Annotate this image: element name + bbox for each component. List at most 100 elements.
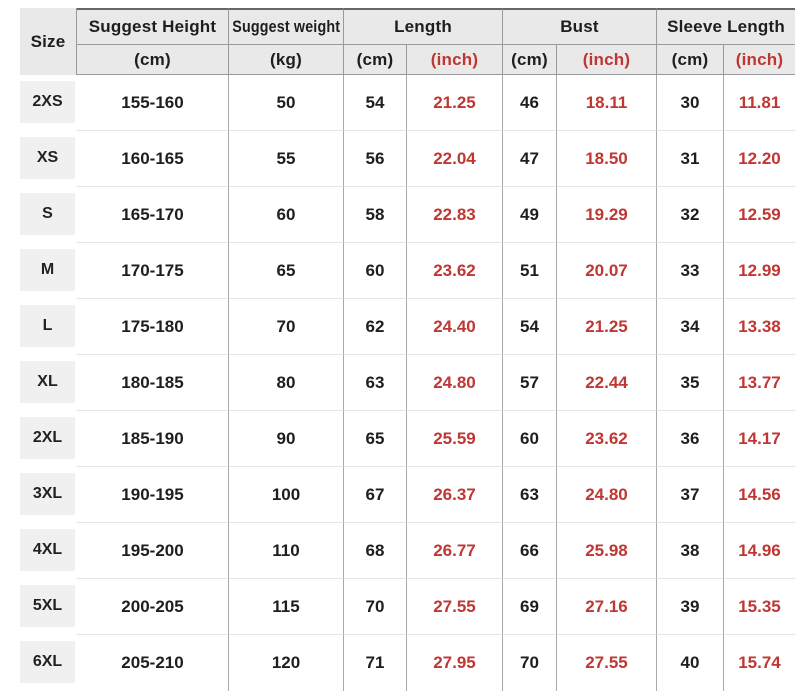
cell-length-inch: 27.95 xyxy=(407,635,503,691)
size-label-box: 3XL xyxy=(20,473,75,515)
cell-suggest-weight: 50 xyxy=(229,75,344,131)
column-header-bust: Bust xyxy=(503,8,657,45)
size-label-box: 4XL xyxy=(20,529,75,571)
cell-length-cm: 60 xyxy=(344,243,407,299)
cell-length-inch: 26.37 xyxy=(407,467,503,523)
cell-bust-inch: 23.62 xyxy=(557,411,657,467)
cell-bust-inch: 22.44 xyxy=(557,355,657,411)
cell-length-inch: 27.55 xyxy=(407,579,503,635)
cell-suggest-weight: 110 xyxy=(229,523,344,579)
unit-header-sleeve-cm: (cm) xyxy=(657,45,724,75)
cell-suggest-height: 200-205 xyxy=(77,579,229,635)
cell-length-inch: 25.59 xyxy=(407,411,503,467)
cell-bust-inch: 25.98 xyxy=(557,523,657,579)
cell-sleeve-inch: 14.96 xyxy=(724,523,795,579)
size-label-box: S xyxy=(20,193,75,235)
cell-length-cm: 68 xyxy=(344,523,407,579)
cell-bust-cm: 69 xyxy=(503,579,557,635)
size-label-box: 2XS xyxy=(20,81,75,123)
size-table: Size Suggest Height Suggest weight Lengt… xyxy=(20,8,795,691)
cell-bust-cm: 57 xyxy=(503,355,557,411)
cell-suggest-height: 195-200 xyxy=(77,523,229,579)
size-row-label: XS xyxy=(20,131,77,187)
cell-sleeve-cm: 30 xyxy=(657,75,724,131)
cell-length-inch: 21.25 xyxy=(407,75,503,131)
cell-length-cm: 56 xyxy=(344,131,407,187)
cell-bust-inch: 24.80 xyxy=(557,467,657,523)
cell-suggest-height: 165-170 xyxy=(77,187,229,243)
column-header-size: Size xyxy=(20,8,77,75)
cell-suggest-weight: 90 xyxy=(229,411,344,467)
size-label-box: XS xyxy=(20,137,75,179)
size-row-label: 4XL xyxy=(20,523,77,579)
size-label-box: XL xyxy=(20,361,75,403)
cell-bust-cm: 60 xyxy=(503,411,557,467)
cell-sleeve-cm: 31 xyxy=(657,131,724,187)
cell-bust-inch: 27.55 xyxy=(557,635,657,691)
cell-length-inch: 24.40 xyxy=(407,299,503,355)
cell-suggest-weight: 120 xyxy=(229,635,344,691)
cell-bust-cm: 63 xyxy=(503,467,557,523)
cell-suggest-weight: 65 xyxy=(229,243,344,299)
cell-sleeve-cm: 40 xyxy=(657,635,724,691)
cell-sleeve-cm: 33 xyxy=(657,243,724,299)
column-header-length-label: Length xyxy=(394,17,452,36)
cell-sleeve-cm: 39 xyxy=(657,579,724,635)
cell-sleeve-cm: 38 xyxy=(657,523,724,579)
cell-bust-inch: 18.50 xyxy=(557,131,657,187)
cell-suggest-weight: 100 xyxy=(229,467,344,523)
cell-bust-cm: 66 xyxy=(503,523,557,579)
cell-sleeve-inch: 15.74 xyxy=(724,635,795,691)
cell-bust-cm: 54 xyxy=(503,299,557,355)
cell-sleeve-cm: 37 xyxy=(657,467,724,523)
cell-bust-cm: 51 xyxy=(503,243,557,299)
cell-length-cm: 54 xyxy=(344,75,407,131)
cell-length-inch: 23.62 xyxy=(407,243,503,299)
cell-length-cm: 71 xyxy=(344,635,407,691)
size-row-label: 2XS xyxy=(20,75,77,131)
cell-sleeve-cm: 34 xyxy=(657,299,724,355)
size-label-box: 6XL xyxy=(20,641,75,683)
cell-bust-inch: 20.07 xyxy=(557,243,657,299)
cell-sleeve-inch: 12.20 xyxy=(724,131,795,187)
cell-sleeve-cm: 32 xyxy=(657,187,724,243)
column-header-suggest-weight-label: Suggest weight xyxy=(232,17,340,36)
unit-header-height-cm: (cm) xyxy=(77,45,229,75)
size-row-label: S xyxy=(20,187,77,243)
cell-suggest-weight: 55 xyxy=(229,131,344,187)
column-header-sleeve-length: Sleeve Length xyxy=(657,8,795,45)
unit-header-weight-kg: (kg) xyxy=(229,45,344,75)
cell-length-cm: 63 xyxy=(344,355,407,411)
cell-bust-cm: 70 xyxy=(503,635,557,691)
cell-sleeve-inch: 11.81 xyxy=(724,75,795,131)
cell-suggest-height: 155-160 xyxy=(77,75,229,131)
cell-sleeve-inch: 15.35 xyxy=(724,579,795,635)
cell-sleeve-inch: 12.59 xyxy=(724,187,795,243)
size-row-label: 3XL xyxy=(20,467,77,523)
column-header-suggest-weight: Suggest weight xyxy=(229,8,344,45)
cell-length-inch: 24.80 xyxy=(407,355,503,411)
unit-header-length-inch: (inch) xyxy=(407,45,503,75)
unit-header-bust-cm: (cm) xyxy=(503,45,557,75)
cell-sleeve-inch: 14.56 xyxy=(724,467,795,523)
cell-bust-cm: 47 xyxy=(503,131,557,187)
column-header-suggest-height: Suggest Height xyxy=(77,8,229,45)
cell-suggest-weight: 60 xyxy=(229,187,344,243)
size-row-label: 5XL xyxy=(20,579,77,635)
cell-suggest-height: 170-175 xyxy=(77,243,229,299)
size-label-box: 5XL xyxy=(20,585,75,627)
cell-length-cm: 65 xyxy=(344,411,407,467)
column-header-sleeve-length-label: Sleeve Length xyxy=(667,17,785,36)
cell-length-cm: 58 xyxy=(344,187,407,243)
cell-length-cm: 62 xyxy=(344,299,407,355)
cell-sleeve-inch: 14.17 xyxy=(724,411,795,467)
cell-length-cm: 70 xyxy=(344,579,407,635)
cell-length-inch: 26.77 xyxy=(407,523,503,579)
size-label-box: M xyxy=(20,249,75,291)
column-header-suggest-height-label: Suggest Height xyxy=(88,17,217,36)
cell-bust-inch: 27.16 xyxy=(557,579,657,635)
size-label-box: L xyxy=(20,305,75,347)
cell-sleeve-cm: 35 xyxy=(657,355,724,411)
cell-suggest-height: 185-190 xyxy=(77,411,229,467)
